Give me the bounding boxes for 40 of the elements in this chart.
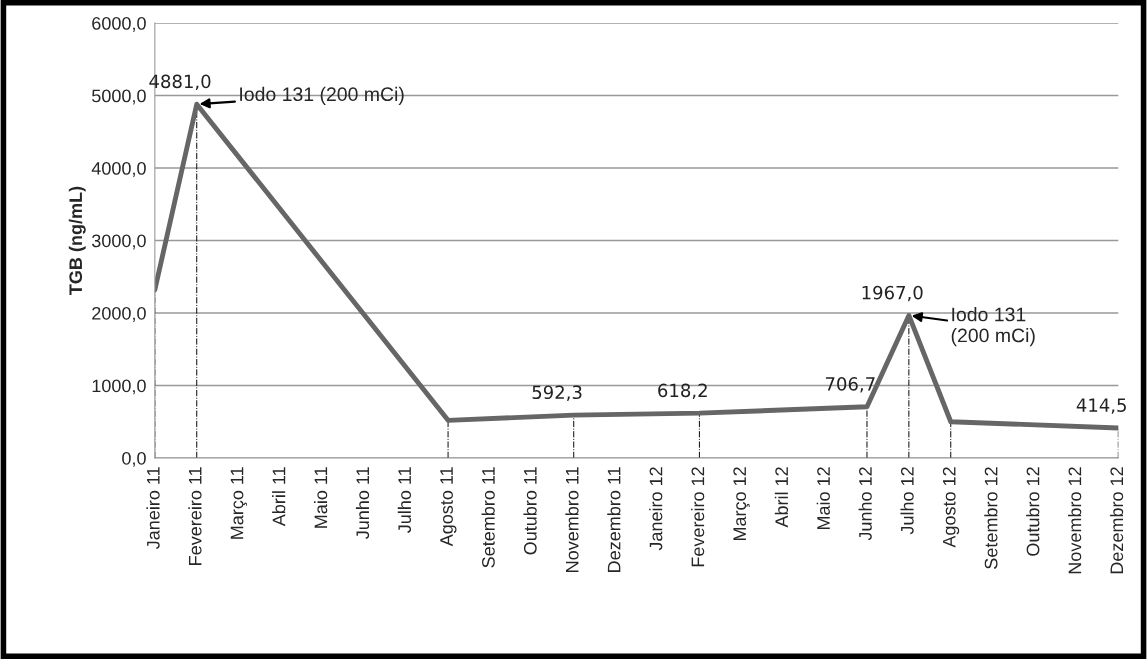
x-tick-label: Julho 11: [397, 467, 412, 533]
data-label: 4881,0: [149, 74, 211, 91]
x-tick-label: Junho 11: [355, 467, 370, 540]
x-tick-label: Dezembro 12: [1109, 467, 1124, 574]
data-label: 618,2: [658, 383, 707, 400]
x-tick-label: Junho 12: [858, 467, 872, 541]
y-tick-label: 1000,0: [92, 379, 146, 395]
x-tick-label: Dezembro 11: [607, 467, 621, 572]
x-tick-label: Setembro 12: [984, 467, 998, 569]
x-tick-label: Janeiro 12: [649, 467, 663, 551]
x-tick-label: Novembro 12: [1068, 467, 1082, 574]
x-tick-label: Maio 11: [313, 467, 328, 528]
data-label: 1967,0: [862, 285, 923, 302]
y-axis-title: TGB (ng/mL): [68, 186, 86, 295]
x-tick-label: Outubro 12: [1026, 467, 1040, 556]
x-tick-label: Agosto 12: [942, 467, 960, 548]
x-tick-label: Março 12: [733, 467, 750, 541]
x-tick-label: Março 11: [230, 467, 248, 539]
x-tick-label: Maio 12: [816, 467, 830, 530]
x-tick-label: Outubro 11: [523, 467, 537, 555]
y-tick-label: 5000,0: [92, 89, 146, 105]
x-tick-label: Fevereiro 11: [188, 467, 202, 565]
data-label: 706,7: [825, 377, 875, 393]
annotation: Iodo 131 (200 mCi): [951, 307, 1035, 347]
x-tick-label: Abril 11: [272, 467, 286, 527]
x-tick-label: Novembro 11: [565, 467, 579, 572]
y-tick-label: 0,0: [122, 451, 146, 467]
y-tick-label: 4000,0: [91, 161, 146, 177]
x-tick-label: Fevereiro 12: [691, 467, 705, 567]
y-tick-label: 3000,0: [91, 234, 146, 250]
x-tick-label: Abril 12: [774, 467, 789, 528]
y-tick-label: 6000,0: [92, 17, 146, 32]
x-tick-label: Julho 12: [900, 467, 914, 535]
x-tick-label: Janeiro 11: [146, 467, 160, 550]
x-tick-label: Agosto 11: [440, 467, 457, 547]
y-tick-label: 2000,0: [92, 306, 146, 322]
data-label: 414,5: [1076, 398, 1126, 414]
x-tick-label: Setembro 11: [481, 467, 495, 568]
data-label: 592,3: [532, 385, 582, 401]
annotation: Iodo 131 (200 mCi): [240, 86, 404, 105]
